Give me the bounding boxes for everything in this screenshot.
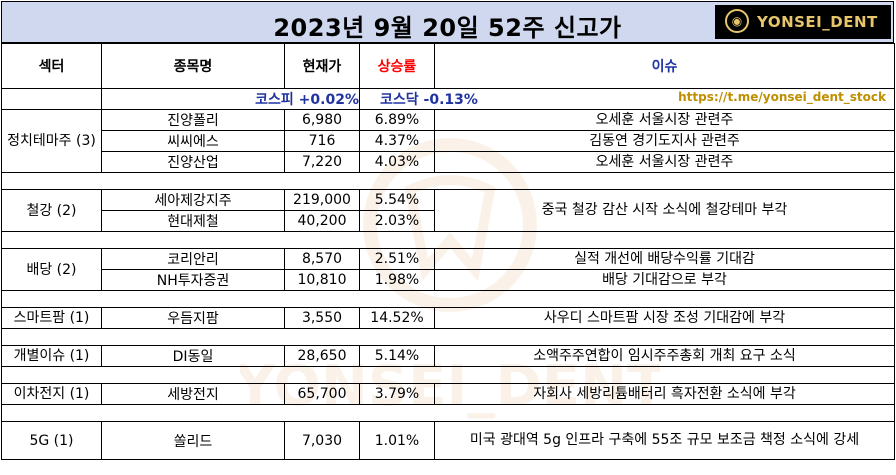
table-row: 이차전지 (1) 세방전지 65,700 3.79% 자회사 세방리튬배터리 흑자전환 …	[1, 383, 895, 405]
issue-cell: 오세훈 서울시장 관련주	[434, 151, 895, 173]
spacer-row	[1, 290, 895, 308]
rate-cell: 3.79%	[359, 383, 435, 405]
table-row: 5G (1) 쏠리드 7,030 1.01% 미국 광대역 5g 인프라 구축에 55조…	[1, 421, 895, 460]
market-index-row: 코스피 +0.02% 코스닥 -0.13% https://t.me/yonse…	[1, 88, 895, 110]
sector-cell: 스마트팜 (1)	[1, 307, 102, 329]
page-title: 2023년 9월 20일 52주 신고가	[273, 14, 622, 42]
issue-cell: 중국 철강 감산 시작 소식에 철강테마 부각	[434, 189, 895, 232]
price-cell: 3,550	[284, 307, 360, 329]
spacer-row	[1, 328, 895, 346]
rate-cell: 2.51%	[359, 248, 435, 270]
table-row: 스마트팜 (1) 우듬지팜 3,550 14.52% 사우디 스마트팜 시장 조성 기대…	[1, 307, 895, 329]
telegram-link[interactable]: https://t.me/yonsei_dent_stock	[678, 90, 886, 104]
name-cell: 세아제강지주	[101, 189, 285, 211]
rate-cell: 1.01%	[359, 421, 435, 460]
price-cell: 716	[284, 130, 360, 152]
price-cell: 8,570	[284, 248, 360, 270]
sector-cell: 정치테마주 (3)	[1, 109, 102, 173]
header-issue: 이슈	[434, 43, 895, 89]
name-cell: 우듬지팜	[101, 307, 285, 329]
price-cell: 7,220	[284, 151, 360, 173]
header-sector: 섹터	[1, 43, 102, 89]
price-cell: 40,200	[284, 210, 360, 232]
rate-cell: 14.52%	[359, 307, 435, 329]
price-cell: 219,000	[284, 189, 360, 211]
name-cell: 진양폴리	[101, 109, 285, 131]
issue-cell: 오세훈 서울시장 관련주	[434, 109, 895, 131]
table-row: 정치테마주 (3) 진양폴리 6,980 6.89% 오세훈 서울시장 관련주	[1, 109, 895, 173]
issue-cell: 배당 기대감으로 부각	[434, 269, 895, 291]
spacer-row	[1, 366, 895, 384]
sector-cell: 배당 (2)	[1, 248, 102, 291]
issue-cell: 김동연 경기도지사 관련주	[434, 130, 895, 152]
sector-cell: 5G (1)	[1, 421, 102, 460]
name-cell: NH투자증권	[101, 269, 285, 291]
stock-table-body: 섹터 종목명 현재가 상승률 이슈 코스피 +0.02% 코스닥 -0.13% …	[1, 43, 895, 460]
table-row: 배당 (2) 코리안리 8,570 2.51% 실적 개선에 배당수익률 기대감	[1, 248, 895, 291]
table-row: NH투자증권 10,810 1.98% 배당 기대감으로 부각	[2, 269, 895, 291]
issue-cell: 실적 개선에 배당수익률 기대감	[434, 248, 895, 270]
header-name: 종목명	[101, 43, 285, 89]
stock-table: 섹터 종목명 현재가 상승률 이슈 코스피 +0.02% 코스닥 -0.13% …	[1, 43, 895, 460]
name-cell: 쏠리드	[101, 421, 285, 460]
name-cell: 씨씨에스	[101, 130, 285, 152]
name-cell: 현대제철	[101, 210, 285, 232]
price-cell: 10,810	[284, 269, 360, 291]
header-row: 섹터 종목명 현재가 상승률 이슈	[1, 43, 895, 89]
sector-cell: 철강 (2)	[1, 189, 102, 232]
sector-cell: 이차전지 (1)	[1, 383, 102, 405]
tooth-logo-icon: ◉	[725, 9, 749, 33]
name-cell: 세방전지	[101, 383, 285, 405]
logo-text: YONSEI_DENT	[757, 13, 878, 31]
kosdaq-cell: 코스닥 -0.13% https://t.me/yonsei_dent_stoc…	[359, 88, 895, 110]
kosdaq-index: 코스닥 -0.13%	[380, 92, 478, 108]
name-cell: 진양산업	[101, 151, 285, 173]
price-cell: 28,650	[284, 345, 360, 367]
rate-cell: 6.89%	[359, 109, 435, 131]
price-cell: 7,030	[284, 421, 360, 460]
price-cell: 6,980	[284, 109, 360, 131]
title-bar: 2023년 9월 20일 52주 신고가 ◉ YONSEI_DENT	[1, 1, 894, 43]
rate-cell: 2.03%	[359, 210, 435, 232]
header-rate: 상승률	[359, 43, 435, 89]
name-cell: 코리안리	[101, 248, 285, 270]
issue-cell: 사우디 스마트팜 시장 조성 기대감에 부각	[434, 307, 895, 329]
rate-cell: 5.14%	[359, 345, 435, 367]
table-row: 철강 (2) 세아제강지주 219,000 5.54% 중국 철강 감산 시작 소식에 …	[1, 189, 895, 232]
brand-logo: ◉ YONSEI_DENT	[715, 5, 891, 39]
header-price: 현재가	[284, 43, 360, 89]
table-row: 진양산업 7,220 4.03% 오세훈 서울시장 관련주	[2, 151, 895, 173]
spacer-row	[1, 231, 895, 249]
issue-cell: 자회사 세방리튬배터리 흑자전환 소식에 부각	[434, 383, 895, 405]
spacer-row	[1, 172, 895, 190]
rate-cell: 4.37%	[359, 130, 435, 152]
spacer-row	[1, 404, 895, 422]
issue-cell: 미국 광대역 5g 인프라 구축에 55조 규모 보조금 책정 소식에 강세	[434, 421, 895, 460]
sector-cell: 개별이슈 (1)	[1, 345, 102, 367]
rate-cell: 4.03%	[359, 151, 435, 173]
issue-cell: 소액주주연합이 임시주주총회 개최 요구 소식	[434, 345, 895, 367]
table-row: 개별이슈 (1) DI동일 28,650 5.14% 소액주주연합이 임시주주총회 개최…	[1, 345, 895, 367]
rate-cell: 1.98%	[359, 269, 435, 291]
rate-cell: 5.54%	[359, 189, 435, 211]
kospi-index: 코스피 +0.02%	[101, 88, 360, 110]
table-row: 씨씨에스 716 4.37% 김동연 경기도지사 관련주	[2, 130, 895, 152]
price-cell: 65,700	[284, 383, 360, 405]
name-cell: DI동일	[101, 345, 285, 367]
